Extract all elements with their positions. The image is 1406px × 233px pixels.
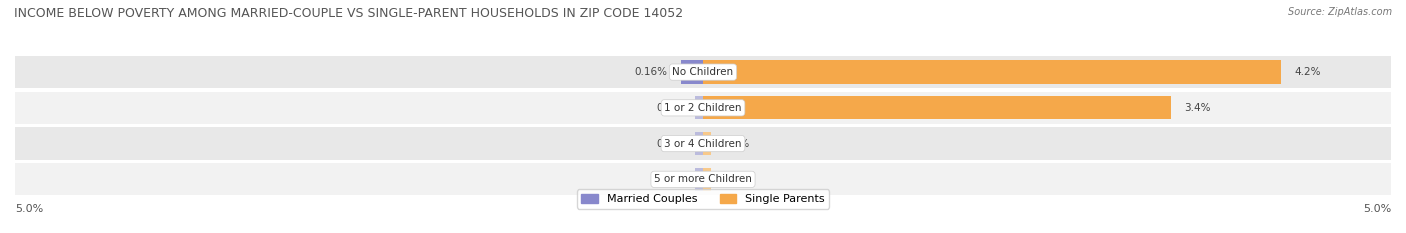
Bar (15, 56, 1391, 88)
Bar (15, 163, 1391, 195)
Bar (15, 92, 1391, 124)
Bar (703, 168, 711, 191)
Text: 0.0%: 0.0% (657, 103, 682, 113)
Text: 5 or more Children: 5 or more Children (654, 174, 752, 184)
Bar (703, 96, 1171, 120)
Legend: Married Couples, Single Parents: Married Couples, Single Parents (576, 189, 830, 209)
Text: 0.0%: 0.0% (724, 174, 749, 184)
Bar (681, 61, 703, 84)
Bar (695, 168, 703, 191)
Text: 0.0%: 0.0% (657, 174, 682, 184)
Bar (695, 96, 703, 120)
Bar (703, 132, 711, 155)
Text: 5.0%: 5.0% (15, 204, 44, 214)
Text: 0.0%: 0.0% (724, 139, 749, 149)
Bar (695, 132, 703, 155)
Text: 0.16%: 0.16% (634, 67, 668, 77)
Text: 5.0%: 5.0% (1362, 204, 1391, 214)
Text: 3 or 4 Children: 3 or 4 Children (664, 139, 742, 149)
Text: Source: ZipAtlas.com: Source: ZipAtlas.com (1288, 7, 1392, 17)
Text: No Children: No Children (672, 67, 734, 77)
Text: 4.2%: 4.2% (1295, 67, 1322, 77)
Text: INCOME BELOW POVERTY AMONG MARRIED-COUPLE VS SINGLE-PARENT HOUSEHOLDS IN ZIP COD: INCOME BELOW POVERTY AMONG MARRIED-COUPL… (14, 7, 683, 20)
Bar (15, 127, 1391, 160)
Bar (703, 61, 1281, 84)
Text: 0.0%: 0.0% (657, 139, 682, 149)
Text: 3.4%: 3.4% (1185, 103, 1211, 113)
Text: 1 or 2 Children: 1 or 2 Children (664, 103, 742, 113)
